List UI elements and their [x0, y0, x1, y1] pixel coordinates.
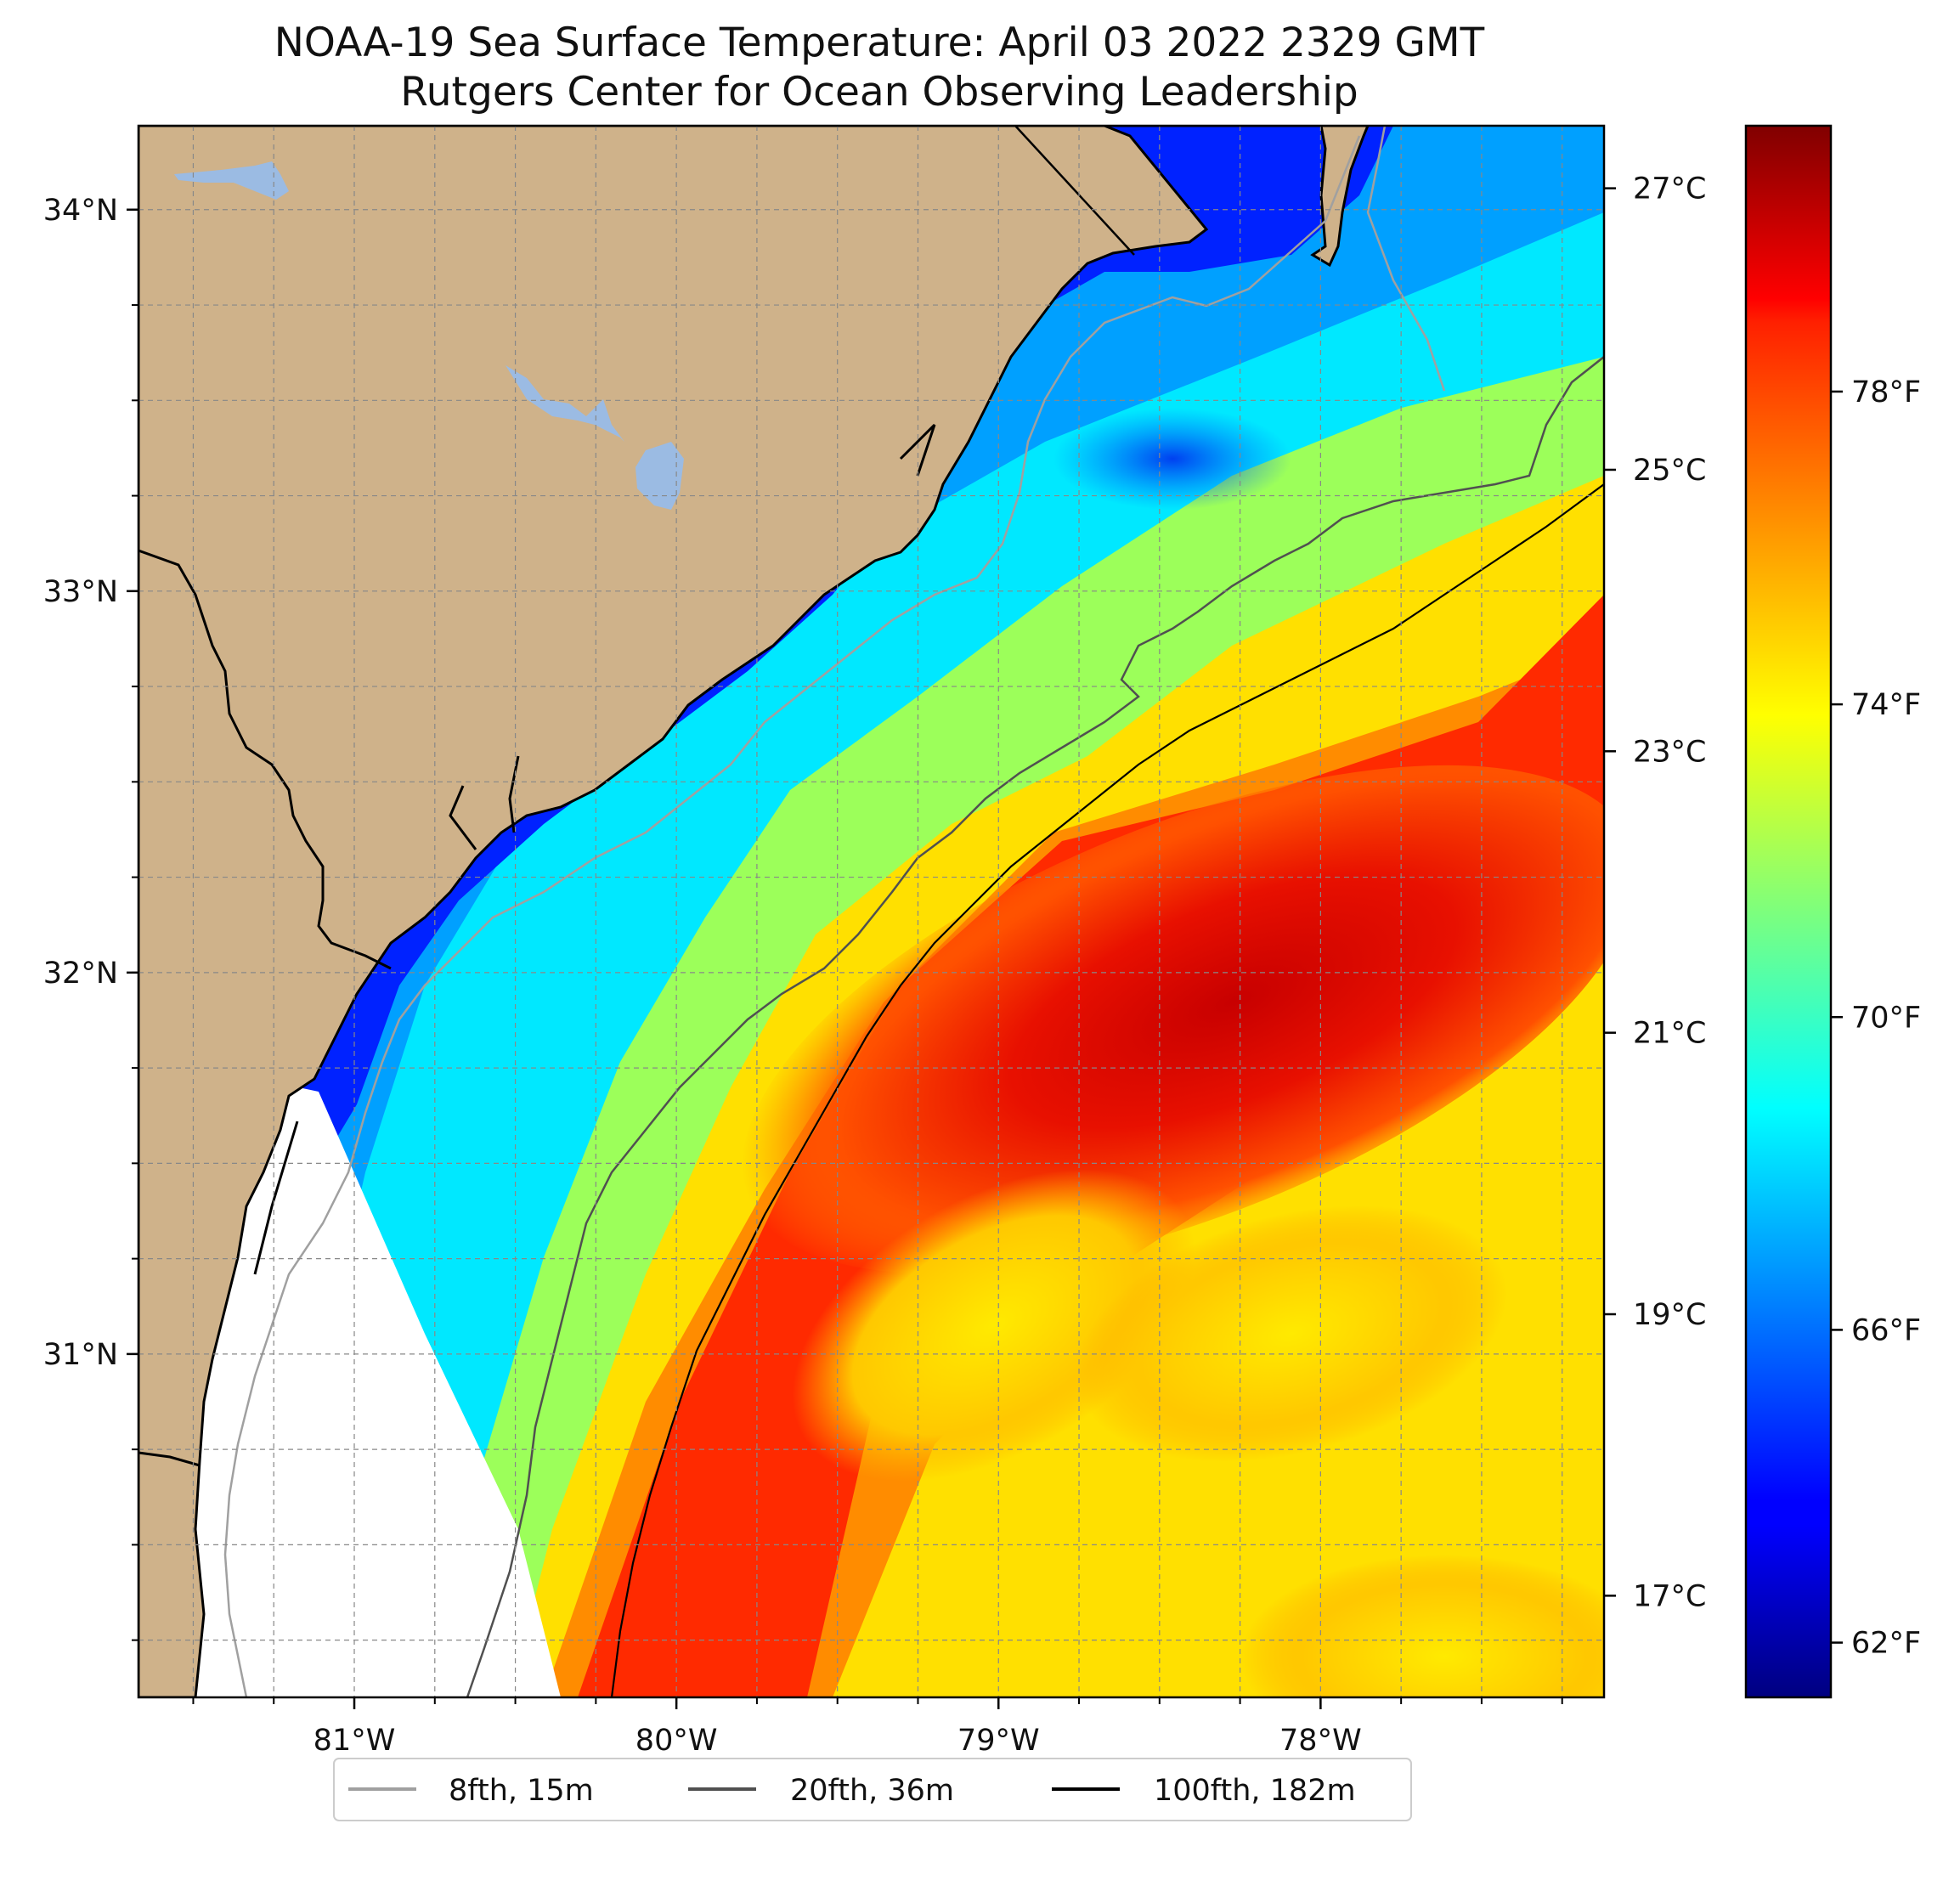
- barrier-island: [253, 1121, 299, 1275]
- lat-tick-label: 31°N: [43, 1338, 118, 1372]
- legend-label-100fth: 100fth, 182m: [1154, 1774, 1356, 1808]
- fahrenheit-tick-label: 78°F: [1851, 375, 1921, 409]
- map-area: [138, 126, 1604, 1697]
- lat-tick-label: 32°N: [43, 957, 118, 991]
- fahrenheit-tick-label: 62°F: [1851, 1627, 1921, 1661]
- isobath-8fth: [223, 126, 1446, 1697]
- legend-label-8fth: 8fth, 15m: [449, 1774, 594, 1808]
- lat-tick-label: 33°N: [43, 575, 118, 609]
- celsius-tick-label: 23°C: [1633, 735, 1706, 769]
- state-boundary: [138, 549, 392, 970]
- sst-warm-eddy-3: [1240, 1555, 1604, 1697]
- legend-label-20fth: 20fth, 36m: [790, 1774, 954, 1808]
- legend: 8fth, 15m 20fth, 36m 100fth, 182m: [333, 1758, 1412, 1821]
- fahrenheit-tick-label: 74°F: [1851, 688, 1921, 722]
- border-line: [1014, 126, 1135, 256]
- colorbar-fahrenheit-axis: 78°F 74°F 70°F 66°F 62°F: [1831, 375, 1921, 1661]
- colorbar: [1744, 124, 1833, 1699]
- map-frame: [137, 124, 1606, 1699]
- land-mass: [138, 126, 1370, 1697]
- county-boundary: [138, 1451, 201, 1467]
- isobath-20fth: [466, 356, 1604, 1697]
- lake-moultrie: [635, 442, 684, 510]
- lon-tick-label: 78°W: [1279, 1724, 1362, 1758]
- celsius-tick-label: 21°C: [1633, 1017, 1706, 1051]
- lon-tick-label: 79°W: [957, 1724, 1040, 1758]
- legend-box: [333, 1758, 1412, 1821]
- sst-gulf-stream-core: [742, 765, 1604, 1274]
- chart-title: NOAA-19 Sea Surface Temperature: April 0…: [274, 20, 1485, 66]
- chart-subtitle: Rutgers Center for Ocean Observing Leade…: [400, 69, 1358, 116]
- celsius-tick-label: 25°C: [1633, 454, 1706, 488]
- fahrenheit-tick-label: 70°F: [1851, 1001, 1921, 1035]
- colorbar-celsius-axis: 27°C 25°C 23°C 21°C 19°C 17°C: [1604, 172, 1706, 1613]
- lon-axis: 81°W 80°W 79°W 78°W: [192, 1697, 1563, 1758]
- sst-cool-patch: [1053, 408, 1291, 510]
- fahrenheit-tick-label: 66°F: [1851, 1313, 1921, 1347]
- lake-marion: [506, 365, 624, 442]
- estuary-1: [449, 785, 477, 850]
- isobath-100fth: [610, 483, 1604, 1697]
- estuary-3: [899, 423, 936, 477]
- lon-tick-label: 81°W: [313, 1724, 396, 1758]
- lon-tick-label: 80°W: [635, 1724, 718, 1758]
- estuary-2: [508, 755, 520, 833]
- gridlines: [138, 126, 1604, 1697]
- celsius-tick-label: 17°C: [1633, 1579, 1706, 1613]
- lat-tick-label: 34°N: [43, 194, 118, 228]
- celsius-tick-label: 19°C: [1633, 1298, 1706, 1332]
- lake-north: [174, 161, 289, 200]
- sst-warm-eddy-2: [1076, 1205, 1507, 1463]
- lat-axis: 34°N 33°N 32°N 31°N: [43, 194, 138, 1641]
- celsius-tick-label: 27°C: [1633, 172, 1706, 206]
